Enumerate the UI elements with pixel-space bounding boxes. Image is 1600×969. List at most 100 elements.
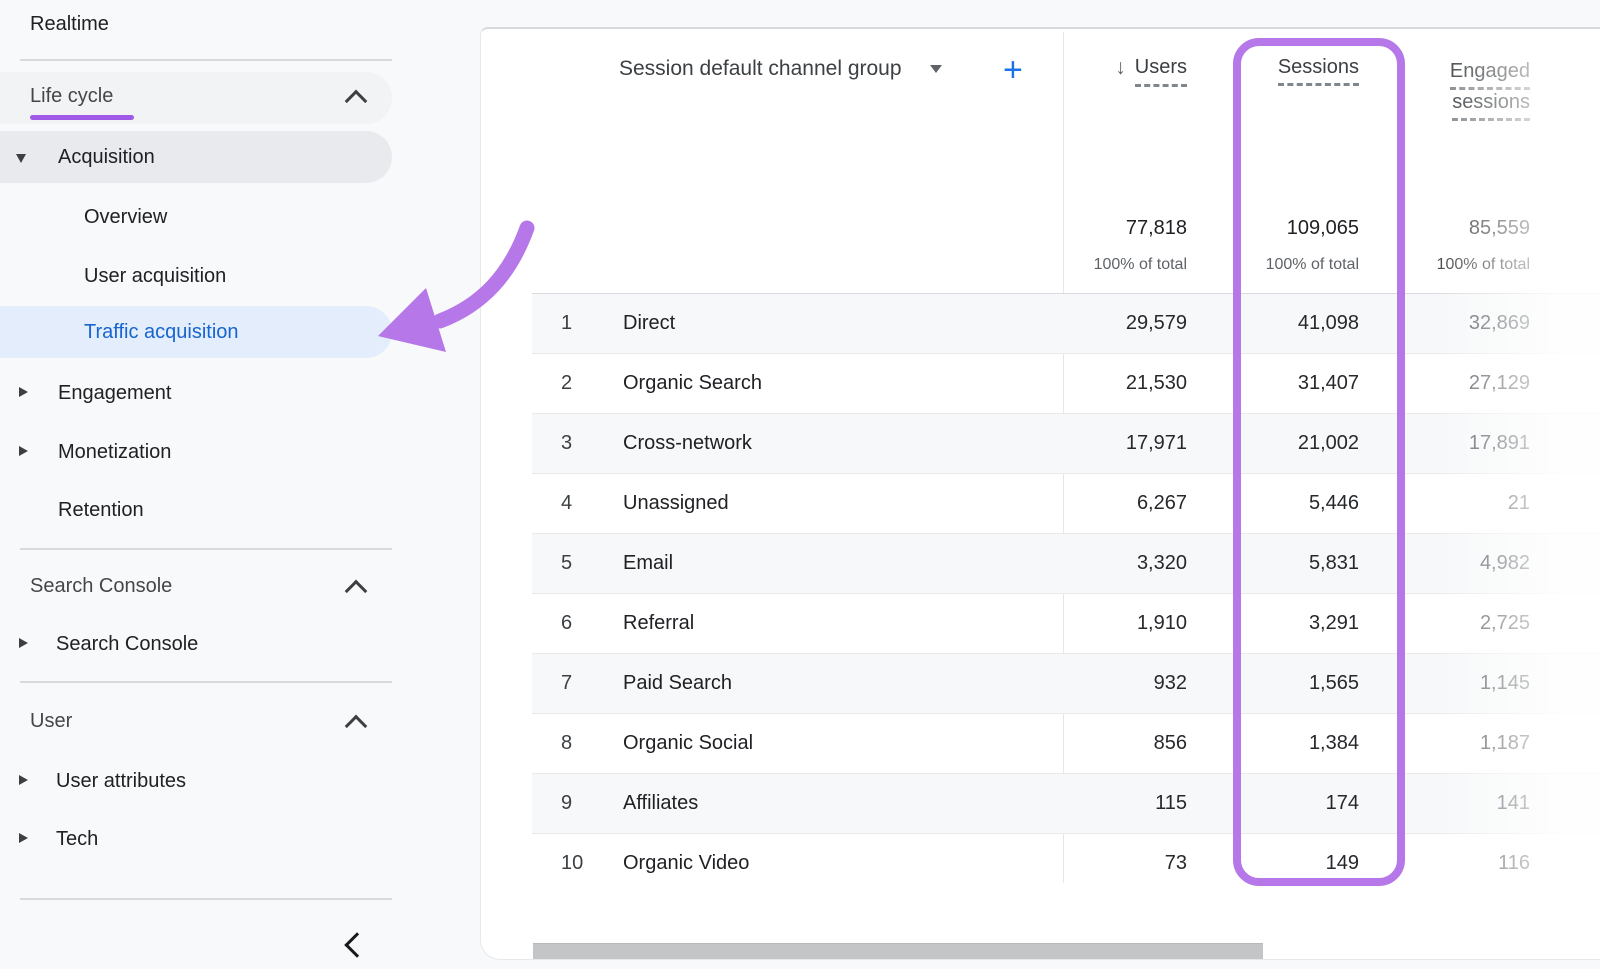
- table-row: 10 Organic Video 73 149 116: [532, 833, 1600, 893]
- cell-users: 21,530: [1125, 372, 1187, 394]
- cell-rank: 7: [561, 672, 573, 694]
- sidebar-item-search-console[interactable]: Search Console: [0, 620, 448, 668]
- cell-users: 1,910: [1136, 612, 1187, 634]
- caret-right-icon: [19, 833, 28, 843]
- cell-users: 6,267: [1136, 492, 1187, 514]
- sidebar-item-traffic-acquisition[interactable]: Traffic acquisition: [0, 306, 392, 358]
- cell-sessions: 41,098: [1297, 312, 1359, 334]
- sidebar-section-user[interactable]: User: [0, 697, 422, 745]
- sidebar-item-label: Realtime: [30, 12, 109, 35]
- table-row: 4 Unassigned 6,267 5,446 21: [532, 473, 1600, 533]
- cell-rank: 3: [561, 432, 573, 454]
- cell-users: 29,579: [1125, 312, 1187, 334]
- column-label: Sessions: [1277, 56, 1359, 86]
- caret-right-icon: [19, 638, 28, 648]
- sidebar-item-label: Tech: [56, 827, 99, 850]
- caret-right-icon: [19, 446, 28, 456]
- cell-channel: Affiliates: [623, 792, 699, 814]
- table-row: 2 Organic Search 21,530 31,407 27,129: [532, 353, 1600, 413]
- sidebar-divider: [20, 681, 392, 683]
- sidebar-item-label: Traffic acquisition: [84, 320, 239, 343]
- cell-engaged: 4,982: [1479, 552, 1530, 574]
- cell-sessions: 21,002: [1297, 432, 1359, 454]
- cell-rank: 10: [561, 852, 584, 874]
- cell-channel: Unassigned: [623, 492, 729, 514]
- cell-channel: Paid Search: [623, 672, 732, 694]
- table-row: 7 Paid Search 932 1,565 1,145: [532, 653, 1600, 713]
- caret-right-icon: [19, 775, 28, 785]
- left-navigation: Realtime Life cycle Acquisition Overview…: [0, 0, 480, 969]
- chevron-down-icon: [929, 65, 942, 73]
- cell-channel: Organic Search: [623, 372, 762, 394]
- cell-users: 73: [1164, 852, 1187, 874]
- sidebar-item-monetization[interactable]: Monetization: [0, 428, 450, 476]
- sidebar-item-label: Search Console: [56, 632, 199, 655]
- cell-rank: 4: [561, 492, 573, 514]
- acquisition-row: Acquisition: [0, 133, 450, 181]
- sidebar-item-label: User acquisition: [84, 264, 227, 287]
- column-header-engaged-sessions[interactable]: Engaged sessions: [1402, 56, 1530, 121]
- chevron-up-icon: [344, 579, 368, 603]
- collapse-nav-button[interactable]: [342, 930, 372, 960]
- add-dimension-button[interactable]: +: [1003, 51, 1023, 89]
- sort-descending-icon: ↓: [1115, 56, 1126, 79]
- sidebar-item-tech[interactable]: Tech: [0, 815, 448, 863]
- total-engaged-subtext: 100% of total: [1436, 256, 1530, 273]
- cell-sessions: 5,831: [1308, 552, 1359, 574]
- column-header-users[interactable]: ↓ Users: [1115, 56, 1187, 87]
- chevron-up-icon: [344, 714, 368, 738]
- sidebar-item-realtime[interactable]: Realtime: [0, 0, 422, 48]
- horizontal-scrollbar-thumb[interactable]: [533, 943, 1263, 959]
- sidebar-divider: [20, 548, 392, 550]
- cell-users: 115: [1155, 792, 1187, 814]
- table-row: 6 Referral 1,910 3,291 2,725: [532, 593, 1600, 653]
- sidebar-item-user-attributes[interactable]: User attributes: [0, 757, 448, 805]
- cell-sessions: 31,407: [1297, 372, 1359, 394]
- cell-engaged: 17,891: [1468, 432, 1530, 454]
- sidebar-item-label: Engagement: [58, 381, 172, 404]
- cell-engaged: 116: [1498, 852, 1530, 874]
- cell-rank: 6: [561, 612, 573, 634]
- cell-rank: 8: [561, 732, 573, 754]
- sidebar-section-search-console[interactable]: Search Console: [0, 562, 422, 610]
- cell-engaged: 27,129: [1468, 372, 1530, 394]
- total-sessions-subtext: 100% of total: [1265, 256, 1359, 273]
- cell-channel: Cross-network: [623, 432, 752, 454]
- cell-sessions: 1,565: [1308, 672, 1359, 694]
- sidebar-divider: [20, 59, 392, 61]
- sidebar-item-label: Acquisition: [58, 145, 155, 168]
- caret-down-icon: [16, 154, 26, 163]
- cell-rank: 2: [561, 372, 573, 394]
- total-users: 77,818: [1125, 217, 1187, 239]
- cell-sessions: 174: [1325, 792, 1359, 814]
- total-sessions: 109,065: [1286, 217, 1359, 239]
- cell-rank: 1: [561, 312, 573, 334]
- sidebar-item-retention[interactable]: Retention: [0, 486, 450, 534]
- cell-sessions: 3,291: [1308, 612, 1359, 634]
- cell-channel: Direct: [623, 312, 676, 334]
- cell-rank: 9: [561, 792, 573, 814]
- cell-engaged: 141: [1496, 792, 1530, 814]
- sidebar-item-label: User attributes: [56, 769, 187, 792]
- sidebar-divider: [20, 898, 392, 900]
- report-table-card: Session default channel group + ↓ Users …: [480, 27, 1600, 960]
- cell-channel: Referral: [623, 612, 695, 634]
- cell-channel: Organic Social: [623, 732, 754, 754]
- cell-sessions: 5,446: [1308, 492, 1359, 514]
- sidebar-item-label: Monetization: [58, 440, 172, 463]
- table-body: 1 Direct 29,579 41,098 32,869 2 Organic Search…: [532, 293, 1600, 893]
- cell-users: 17,971: [1125, 432, 1187, 454]
- cell-channel: Organic Video: [623, 852, 750, 874]
- sidebar-section-lifecycle[interactable]: Life cycle: [0, 72, 392, 124]
- sidebar-item-acquisition[interactable]: Acquisition: [0, 131, 392, 183]
- sidebar-item-engagement[interactable]: Engagement: [0, 369, 450, 417]
- sidebar-item-label: Overview: [84, 205, 168, 228]
- table-row: 5 Email 3,320 5,831 4,982: [532, 533, 1600, 593]
- dimension-dropdown[interactable]: Session default channel group: [619, 57, 942, 81]
- sidebar-item-user-acquisition[interactable]: User acquisition: [0, 252, 476, 300]
- sidebar-item-overview[interactable]: Overview: [0, 193, 476, 241]
- column-header-sessions[interactable]: Sessions: [1277, 56, 1359, 86]
- section-label: Life cycle: [30, 84, 114, 107]
- chevron-left-icon: [344, 932, 370, 958]
- total-engaged-sessions: 85,559: [1468, 217, 1530, 239]
